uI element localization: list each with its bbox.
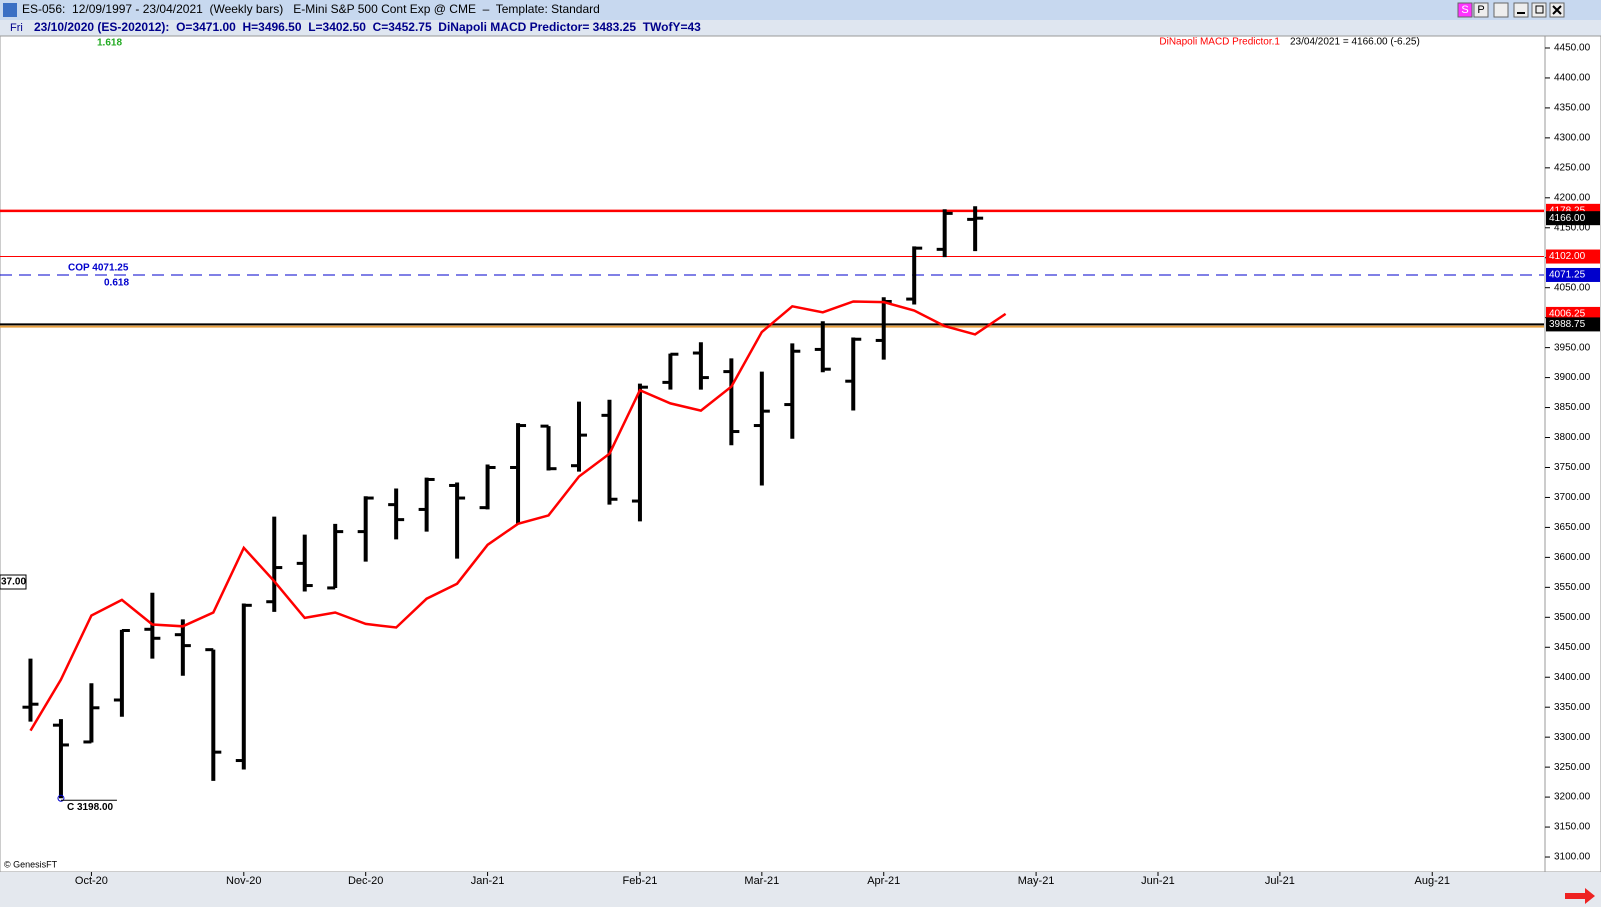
- price-tag-label: 4102.00: [1549, 251, 1586, 262]
- y-tick-label: 4400.00: [1554, 73, 1591, 84]
- copyright: © GenesisFT: [4, 859, 58, 869]
- y-tick-label: 4350.00: [1554, 103, 1591, 114]
- y-tick-label: 3700.00: [1554, 492, 1591, 503]
- info-bar: [0, 20, 1601, 36]
- y-tick-label: 3100.00: [1554, 852, 1591, 863]
- x-tick-label: Nov-20: [226, 875, 261, 887]
- y-tick-label: 3300.00: [1554, 732, 1591, 743]
- x-tick-label: Jun-21: [1141, 875, 1175, 887]
- price-tag-label: 4071.25: [1549, 270, 1586, 281]
- info-text: 23/10/2020 (ES-202012): O=3471.00 H=3496…: [34, 20, 701, 34]
- x-tick-label: Mar-21: [744, 875, 779, 887]
- maximize-button[interactable]: [1531, 2, 1547, 18]
- y-tick-label: 3800.00: [1554, 432, 1591, 443]
- app-icon: [3, 3, 17, 17]
- p-button[interactable]: [1473, 2, 1489, 18]
- y-tick-label: 4200.00: [1554, 192, 1591, 203]
- scroll-arrow[interactable]: [1565, 888, 1595, 904]
- x-tick-label: Feb-21: [623, 875, 658, 887]
- y-tick-label: 3950.00: [1554, 342, 1591, 353]
- y-tick-label: 3200.00: [1554, 792, 1591, 803]
- time-axis: [0, 872, 1601, 907]
- maximize-icon: [1535, 5, 1544, 14]
- y-tick-label: 3350.00: [1554, 702, 1591, 713]
- s-button-label[interactable]: S: [1461, 4, 1468, 16]
- price-tag-label: 4178.25: [1549, 205, 1586, 216]
- y-tick-label: 4050.00: [1554, 282, 1591, 293]
- extension-label: 1.618: [97, 38, 122, 49]
- window-title: ES-056: 12/09/1997 - 23/04/2021 (Weekly …: [22, 2, 600, 16]
- left-price-box: [0, 574, 27, 590]
- y-tick-label: 4450.00: [1554, 43, 1591, 54]
- minimize-button[interactable]: [1513, 2, 1529, 18]
- price-tag: [1546, 267, 1600, 282]
- x-tick-label: Jan-21: [471, 875, 505, 887]
- price-tag-label: 4166.00: [1549, 213, 1586, 224]
- low-marker: [57, 794, 65, 802]
- x-tick-label: Oct-20: [75, 875, 108, 887]
- y-tick-label: 3250.00: [1554, 762, 1591, 773]
- y-tick-label: 3850.00: [1554, 402, 1591, 413]
- price-axis: [1544, 35, 1601, 873]
- close-icon: [1552, 5, 1562, 15]
- y-tick-label: 4250.00: [1554, 162, 1591, 173]
- price-tag: [1546, 249, 1600, 264]
- y-tick-label: 3150.00: [1554, 822, 1591, 833]
- price-tag: [1546, 211, 1600, 226]
- ratio-label: 0.618: [104, 278, 129, 289]
- indicator-line: [29, 300, 1007, 732]
- cop-label: COP 4071.25: [68, 263, 129, 274]
- x-tick-label: Dec-20: [348, 875, 383, 887]
- y-tick-label: 3600.00: [1554, 552, 1591, 563]
- plot-area: [0, 35, 1546, 873]
- s-button[interactable]: [1457, 2, 1473, 18]
- restore-button[interactable]: [1493, 2, 1509, 18]
- y-tick-label: 3550.00: [1554, 582, 1591, 593]
- legend-label: DiNapoli MACD Predictor.1: [1159, 37, 1280, 48]
- y-tick-label: 4150.00: [1554, 222, 1591, 233]
- y-tick-label: 3500.00: [1554, 612, 1591, 623]
- x-tick-label: Jul-21: [1265, 875, 1295, 887]
- price-tag-label: 4006.25: [1549, 309, 1586, 320]
- low-label: C 3198.00: [67, 802, 114, 813]
- title-bar: [0, 0, 1601, 20]
- x-tick-label: Aug-21: [1415, 875, 1450, 887]
- y-tick-label: 3650.00: [1554, 522, 1591, 533]
- last-value: 23/04/2021 = 4166.00 (-6.25): [1290, 37, 1420, 48]
- p-button-label[interactable]: P: [1477, 4, 1484, 16]
- y-tick-label: 3400.00: [1554, 672, 1591, 683]
- y-tick-label: 3450.00: [1554, 642, 1591, 653]
- price-tag: [1546, 317, 1600, 332]
- y-tick-label: 4300.00: [1554, 133, 1591, 144]
- price-tag-label: 3988.75: [1549, 319, 1586, 330]
- left-price-label: 37.00: [1, 577, 26, 588]
- x-tick-label: Apr-21: [867, 875, 900, 887]
- x-tick-label: May-21: [1018, 875, 1055, 887]
- y-tick-label: 3750.00: [1554, 462, 1591, 473]
- y-tick-label: 3900.00: [1554, 372, 1591, 383]
- info-day: Fri: [10, 22, 23, 34]
